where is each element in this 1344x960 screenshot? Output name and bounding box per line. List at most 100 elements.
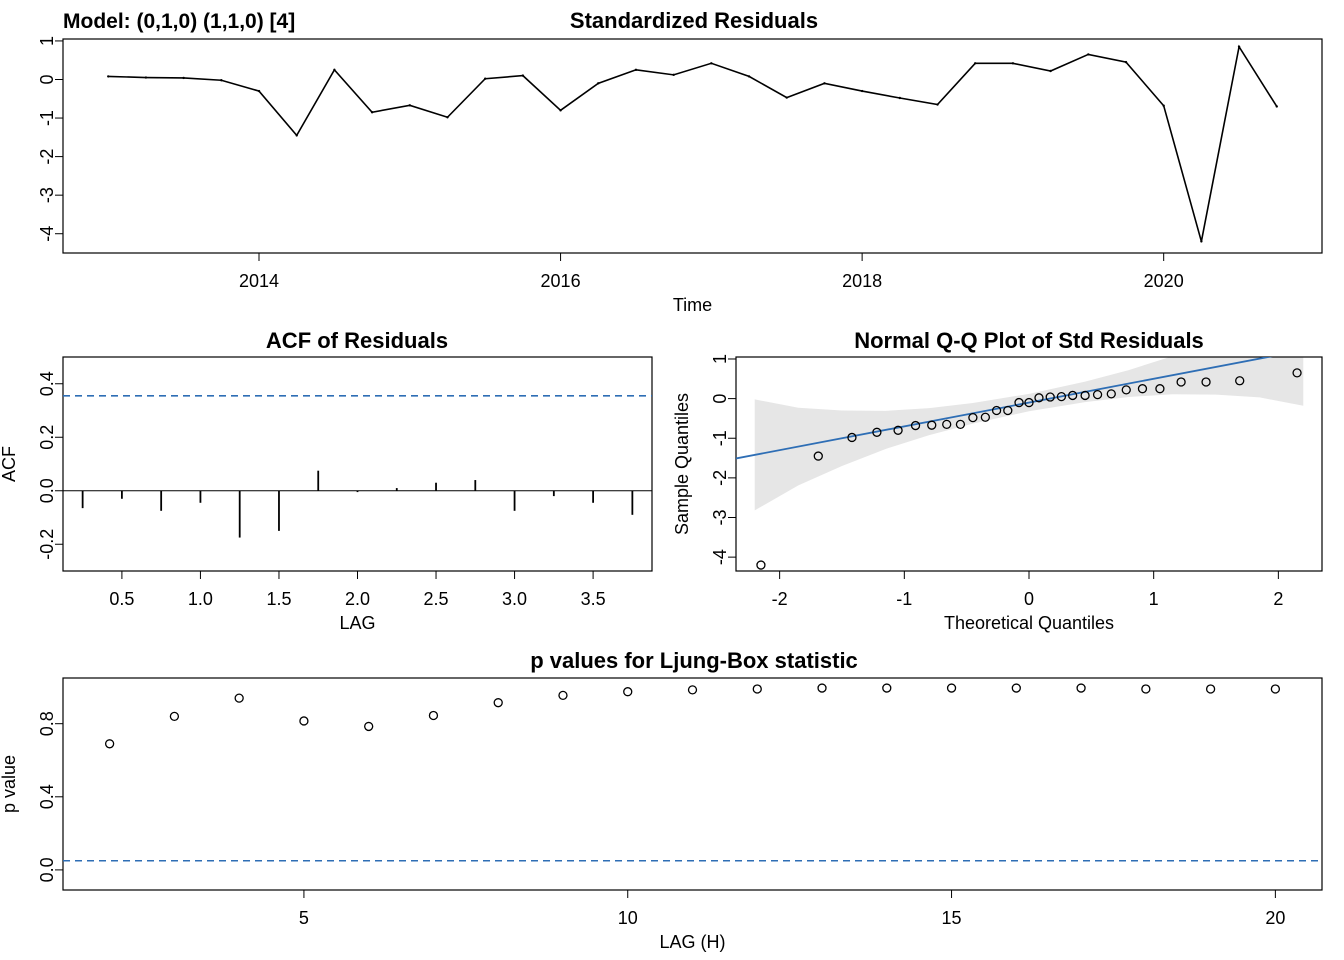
residual-point [220, 79, 223, 82]
ljung-box-point [1205, 684, 1216, 694]
residual-point [898, 96, 902, 100]
ljung_box-ylabel: p value [0, 755, 19, 813]
model-label: Model: (0,1,0) (1,1,0) [4] [63, 10, 295, 33]
ljung_box-xtick-label: 10 [618, 908, 638, 928]
qq-point [1092, 389, 1103, 400]
qq-point [1235, 376, 1245, 386]
acf-ytick-label: 0.0 [37, 478, 57, 503]
std_residuals-ytick-label: 0 [37, 74, 57, 84]
acf-ytick-label: 0.2 [37, 425, 57, 450]
acf-xtick-label: 3.5 [581, 589, 606, 609]
qq-ytick-label: 0 [710, 394, 730, 404]
ljung_box-xtick-label: 20 [1265, 908, 1285, 928]
residual-point [672, 73, 675, 77]
qq-point [1003, 405, 1013, 416]
qq-point [1067, 390, 1078, 401]
residual-point [860, 89, 864, 93]
qq-point [1024, 397, 1034, 408]
ljung-box-point [882, 683, 892, 693]
ljung-box-point [104, 739, 115, 749]
std_residuals-ytick-label: -2 [37, 149, 57, 165]
ljung_box-frame [62, 677, 1323, 891]
qq-point [872, 427, 882, 437]
qq-point [1056, 391, 1067, 402]
residual-point [521, 74, 525, 77]
residual-point [446, 116, 449, 119]
qq-xtick-label: -2 [772, 589, 788, 609]
residual-point [1087, 53, 1090, 56]
residual-point [483, 77, 487, 80]
qq-point [1080, 390, 1090, 401]
qq-point [1121, 385, 1131, 395]
ljung-box-point [234, 693, 244, 703]
residual-point [1162, 104, 1165, 107]
std-residuals-panel: Standardized Residuals 2014 2016 2018 2020 1 0… [37, 8, 1323, 315]
residual-point [936, 103, 939, 106]
qq-point [756, 560, 766, 570]
qq-xtick-label: 1 [1149, 589, 1159, 609]
std_residuals-frame [62, 38, 1323, 254]
ljung_box-ytick-label: 0.4 [37, 784, 57, 809]
acf-xtick-label: 1.0 [188, 589, 213, 609]
acf-ytick-label: -0.2 [37, 529, 57, 560]
ljung-box-point [1076, 683, 1086, 693]
qq-point [1045, 392, 1055, 402]
residual-point [370, 111, 374, 114]
acf-xtick-label: 3.0 [502, 589, 527, 609]
ljung-box-point [558, 690, 568, 701]
ljung-box-point [687, 685, 698, 695]
qq-ytick-label: 1 [710, 354, 730, 364]
ljung_box-title: p values for Ljung-Box statistic [530, 648, 858, 673]
qq-point [1014, 397, 1024, 408]
residual-point [1011, 62, 1015, 65]
qq-point [968, 412, 978, 423]
qq-point [991, 405, 1002, 416]
acf-xtick-label: 1.5 [266, 589, 291, 609]
residual-point [1237, 45, 1241, 48]
residual-point [182, 76, 185, 80]
residual-point [1200, 240, 1203, 243]
ljung-box-point [1141, 684, 1151, 694]
qq-ytick-label: -4 [710, 549, 730, 565]
qq-ytick-label: -2 [710, 470, 730, 486]
acf-frame [62, 356, 653, 572]
qq-reference-line [736, 357, 1273, 460]
qq-point [1201, 377, 1211, 387]
qq-point [980, 412, 991, 422]
acf-xlabel: LAG [339, 613, 375, 633]
qq-point [1155, 384, 1165, 394]
acf-ytick-label: 0.4 [37, 371, 57, 396]
std_residuals-ytick-label: 1 [37, 36, 57, 46]
ljung-box-point [817, 683, 827, 693]
qq-xtick-label: 2 [1273, 589, 1283, 609]
ljung-box-point [428, 710, 439, 721]
ljung-box-panel: p values for Ljung-Box statistic 5 10 15 20 0… [0, 648, 1323, 952]
ljung-box-point [1270, 684, 1281, 694]
residual-point [1275, 105, 1278, 108]
acf-panel: ACF of Residuals 0.5 1.0 1.5 2.0 2.5 3.0 3.5 -0.… [0, 328, 653, 633]
residual-point [747, 75, 751, 78]
qq-ytick-label: -1 [710, 430, 730, 446]
qq-point [847, 432, 857, 443]
qq-point [1176, 377, 1186, 387]
ljung-box-point [946, 683, 957, 693]
std_residuals-xtick-label: 2018 [842, 271, 882, 291]
residual-point [144, 76, 148, 79]
ljung-box-point [493, 698, 503, 708]
qq-point [813, 451, 823, 461]
qq-point [1034, 393, 1044, 403]
qq-panel: Normal Q-Q Plot of Std Residuals -2 -1 0 1 2 1… [672, 328, 1323, 633]
residuals-series-line [108, 44, 1278, 242]
qq-point [1292, 368, 1302, 378]
ljung-box-point [364, 721, 374, 732]
std_residuals-xtick-label: 2014 [239, 271, 279, 291]
residual-point [710, 62, 713, 65]
std_residuals-ytick-label: -1 [37, 110, 57, 126]
qq-point [955, 419, 966, 430]
acf-title: ACF of Residuals [266, 328, 448, 353]
qq-xtick-label: 0 [1024, 589, 1034, 609]
qq-point [927, 420, 937, 430]
std_residuals-xtick-label: 2016 [541, 271, 581, 291]
qq-point [893, 425, 903, 435]
residual-point [295, 134, 298, 137]
